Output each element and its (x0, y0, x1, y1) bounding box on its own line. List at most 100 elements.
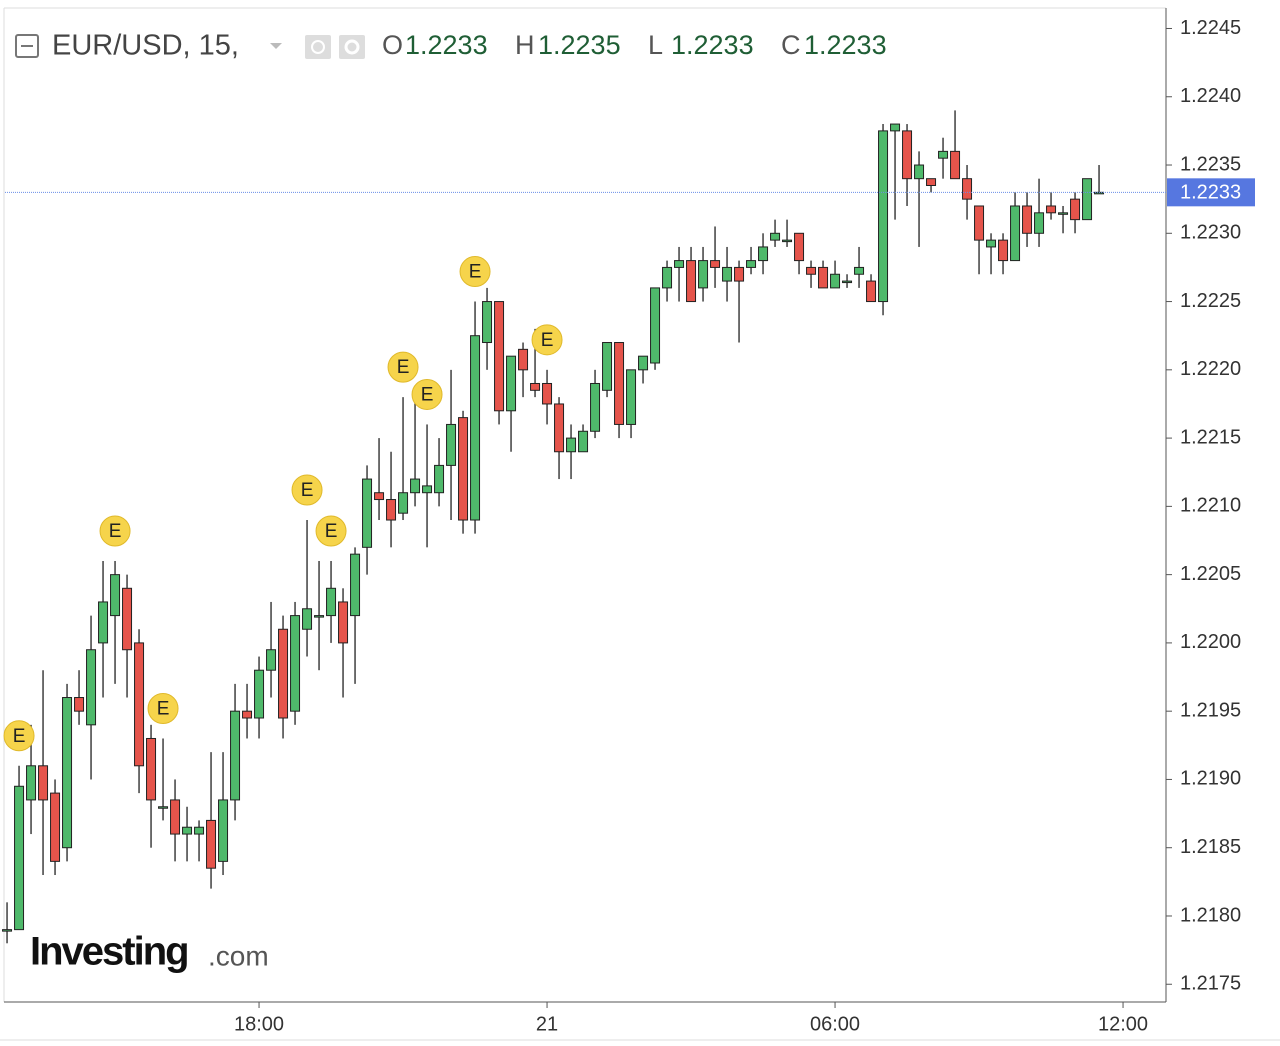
y-tick-label: 1.2245 (1180, 17, 1241, 39)
y-tick-label: 1.2200 (1180, 631, 1241, 653)
candle-body (98, 601, 109, 644)
candle-body (1046, 205, 1057, 214)
candle-body (794, 232, 805, 262)
candle-body (1082, 178, 1093, 221)
x-tick-label: 21 (536, 1013, 558, 1035)
candle-body (122, 587, 133, 651)
candle-body (638, 355, 649, 371)
y-tick-label: 1.2185 (1180, 836, 1241, 858)
event-marker (99, 515, 131, 547)
candle-body (578, 430, 589, 453)
candle-body (914, 164, 925, 180)
candle-body (38, 765, 49, 801)
candle-body (734, 266, 745, 282)
candle-body (614, 342, 625, 425)
event-marker (291, 474, 323, 506)
event-marker (315, 515, 347, 547)
candle-body (1058, 212, 1069, 215)
candle-body (1034, 212, 1045, 234)
candle-body (254, 669, 265, 719)
candle-body (458, 417, 469, 521)
ohlc-key: L (648, 30, 663, 60)
candle-body (242, 710, 253, 719)
event-label: E (541, 330, 554, 351)
event-label: E (157, 698, 170, 719)
candle-body (314, 615, 325, 618)
candle-body (674, 260, 685, 268)
event-label: E (421, 384, 434, 405)
candle-body (290, 615, 301, 712)
candle-body (386, 499, 397, 521)
eye-icon[interactable] (305, 35, 331, 59)
candle-body (962, 178, 973, 200)
candle-body (542, 382, 553, 405)
event-label: E (469, 262, 482, 283)
event-label: E (109, 521, 122, 542)
candle-body (182, 826, 193, 835)
event-label: E (397, 357, 410, 378)
candle-body (626, 369, 637, 425)
ohlc-key: C (781, 30, 801, 60)
candle-body (2, 929, 13, 932)
candle-body (806, 266, 817, 275)
candle-body (830, 273, 841, 289)
ohlc-value: 1.2233 (671, 30, 754, 60)
candle-body (62, 697, 73, 849)
candle-body (146, 737, 157, 801)
candle-body (758, 246, 769, 262)
candle-body (878, 130, 889, 303)
candle-body (206, 819, 217, 869)
candle-body (818, 266, 829, 289)
candle-body (722, 266, 733, 282)
candle-body (170, 799, 181, 835)
y-tick-label: 1.2195 (1180, 699, 1241, 721)
candle-body (482, 301, 493, 344)
candle-body (842, 280, 853, 284)
y-tick-label: 1.2210 (1180, 495, 1241, 517)
collapse-icon[interactable] (15, 34, 39, 58)
candle-body (998, 239, 1009, 262)
y-tick-label: 1.2230 (1180, 222, 1241, 244)
candle-body (50, 792, 61, 862)
candle-body (326, 587, 337, 617)
candle-body (218, 799, 229, 862)
candle-body (338, 601, 349, 644)
y-tick-label: 1.2180 (1180, 904, 1241, 926)
y-tick-label: 1.2205 (1180, 563, 1241, 585)
y-tick-label: 1.2240 (1180, 85, 1241, 107)
ohlc-value: 1.2235 (538, 30, 621, 60)
dropdown-arrow[interactable] (270, 43, 282, 49)
candle-body (134, 642, 145, 767)
candle-body (938, 150, 949, 159)
candle-body (398, 492, 409, 514)
candle-body (14, 785, 25, 931)
candle-body (770, 232, 781, 241)
x-tick-label: 18:00 (234, 1013, 284, 1035)
y-tick-label: 1.2225 (1180, 290, 1241, 312)
candle-body (446, 423, 457, 466)
candle-body (926, 178, 937, 187)
ohlc-readout: O 1.2233 H 1.2235 L 1.2233 C 1.2233 (382, 30, 887, 60)
candle-body (494, 301, 505, 412)
eye-icon-glyph (311, 40, 325, 54)
candle-body (890, 123, 901, 132)
candle-body (602, 342, 613, 391)
y-tick-label: 1.2220 (1180, 358, 1241, 380)
candle-body (194, 826, 205, 835)
candle-body (110, 574, 121, 617)
settings-icon[interactable] (339, 35, 365, 59)
candle-body (86, 649, 97, 726)
ohlc-value: 1.2233 (405, 30, 488, 60)
candle-body (302, 608, 313, 630)
watermark-brand: Investing (30, 930, 188, 974)
event-label: E (301, 480, 314, 501)
candle-body (530, 382, 541, 391)
event-marker (411, 378, 443, 410)
candle-body (710, 260, 721, 268)
candle-body (374, 492, 385, 501)
y-tick-label: 1.2190 (1180, 768, 1241, 790)
settings-icon-glyph (344, 39, 360, 55)
